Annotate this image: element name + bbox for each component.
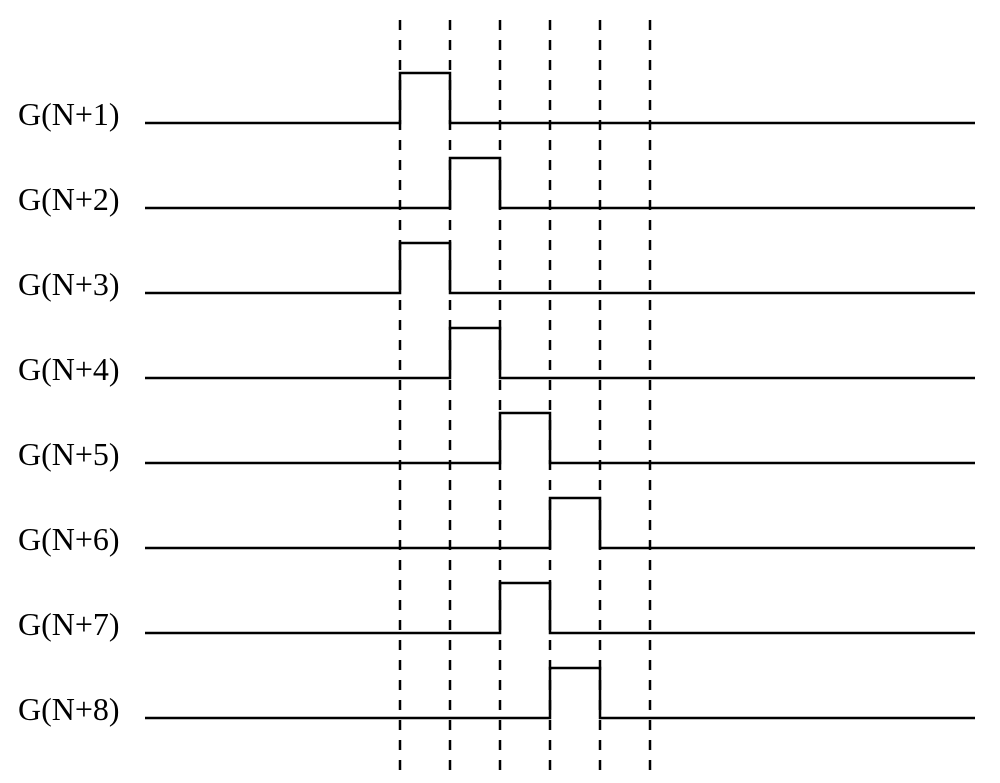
signal-label: G(N+1) — [18, 96, 120, 132]
signal-label: G(N+7) — [18, 606, 120, 642]
signal-label: G(N+3) — [18, 266, 120, 302]
signal-label: G(N+5) — [18, 436, 120, 472]
signal-label: G(N+4) — [18, 351, 120, 387]
signal-label: G(N+8) — [18, 691, 120, 727]
signal-label: G(N+6) — [18, 521, 120, 557]
signal-label: G(N+2) — [18, 181, 120, 217]
timing-diagram: G(N+1) G(N+2) G(N+3) G(N+4) G(N+5) G(N+6) G(N+… — [0, 0, 1000, 783]
